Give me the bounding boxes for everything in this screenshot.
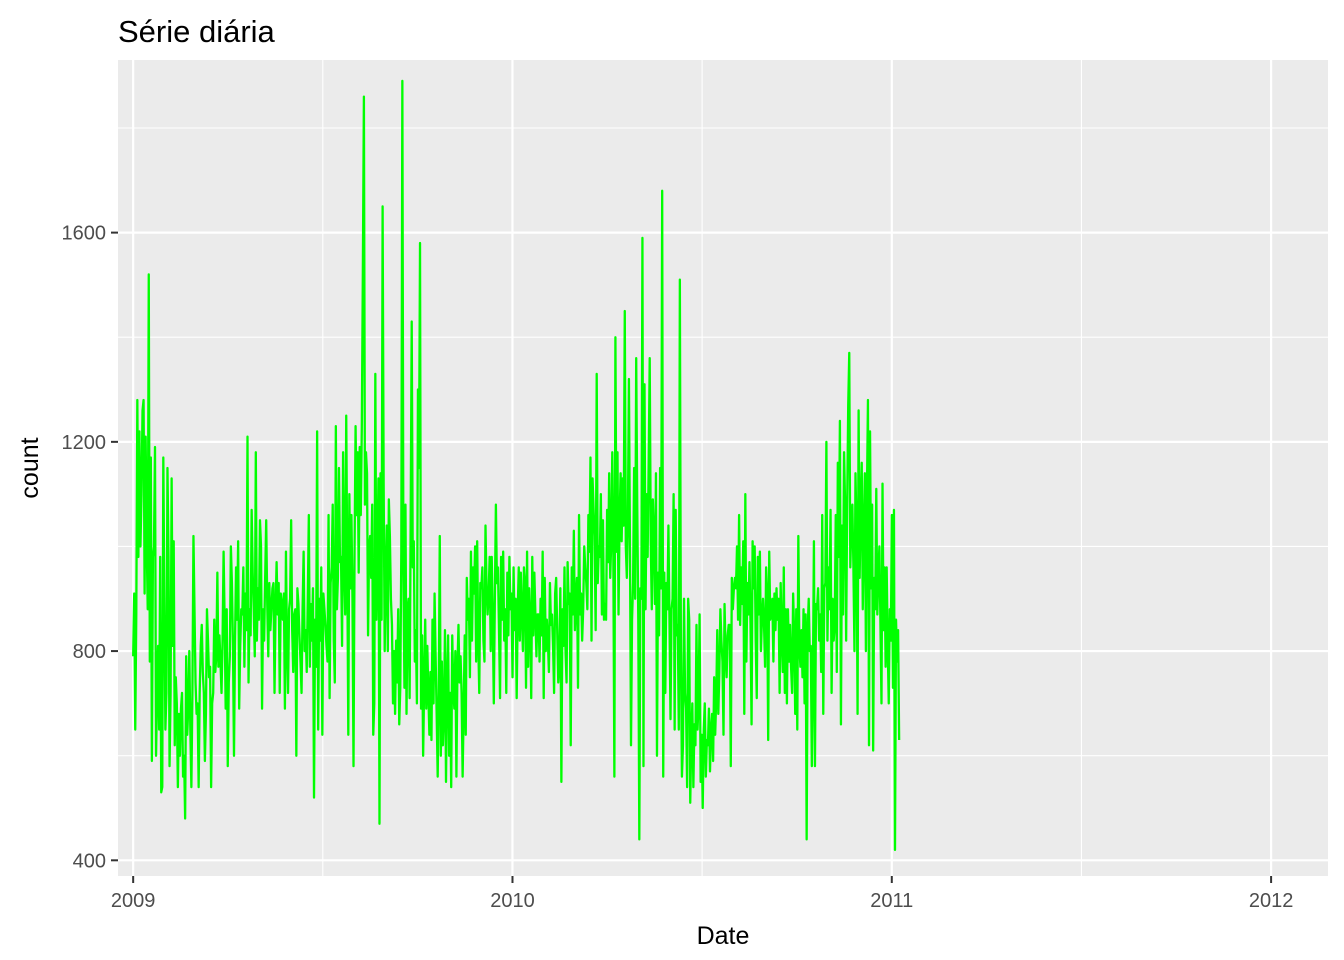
series-layer xyxy=(132,79,901,851)
y-tick-label-0: 400 xyxy=(73,850,106,872)
x-tick-label-0: 2009 xyxy=(111,890,156,912)
plot-panel xyxy=(118,60,1328,876)
y-axis-title: count xyxy=(16,437,44,498)
x-tick-label-1: 2010 xyxy=(490,890,535,912)
x-axis-title: Date xyxy=(697,922,750,950)
chart-title: Série diária xyxy=(118,14,276,49)
y-tick-label-1: 800 xyxy=(73,641,106,663)
y-tick-label-2: 1200 xyxy=(62,432,107,454)
x-tick-label-2: 2011 xyxy=(870,890,913,912)
x-tick-label-3: 2012 xyxy=(1249,890,1294,912)
y-axis: 400 800 1200 1600 xyxy=(62,223,118,872)
x-axis: 2009 2010 2011 2012 xyxy=(111,876,1293,912)
y-tick-label-3: 1600 xyxy=(62,223,107,245)
series-line-count xyxy=(132,79,901,851)
minor-gridlines xyxy=(118,60,1328,876)
